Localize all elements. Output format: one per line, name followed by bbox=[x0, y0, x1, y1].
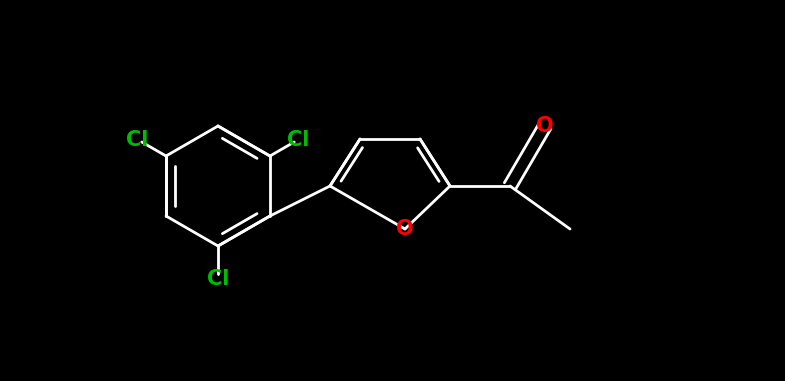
Text: Cl: Cl bbox=[287, 130, 310, 149]
Text: Cl: Cl bbox=[206, 269, 229, 289]
Text: O: O bbox=[536, 116, 553, 136]
Text: O: O bbox=[396, 219, 414, 239]
Text: Cl: Cl bbox=[126, 130, 148, 149]
